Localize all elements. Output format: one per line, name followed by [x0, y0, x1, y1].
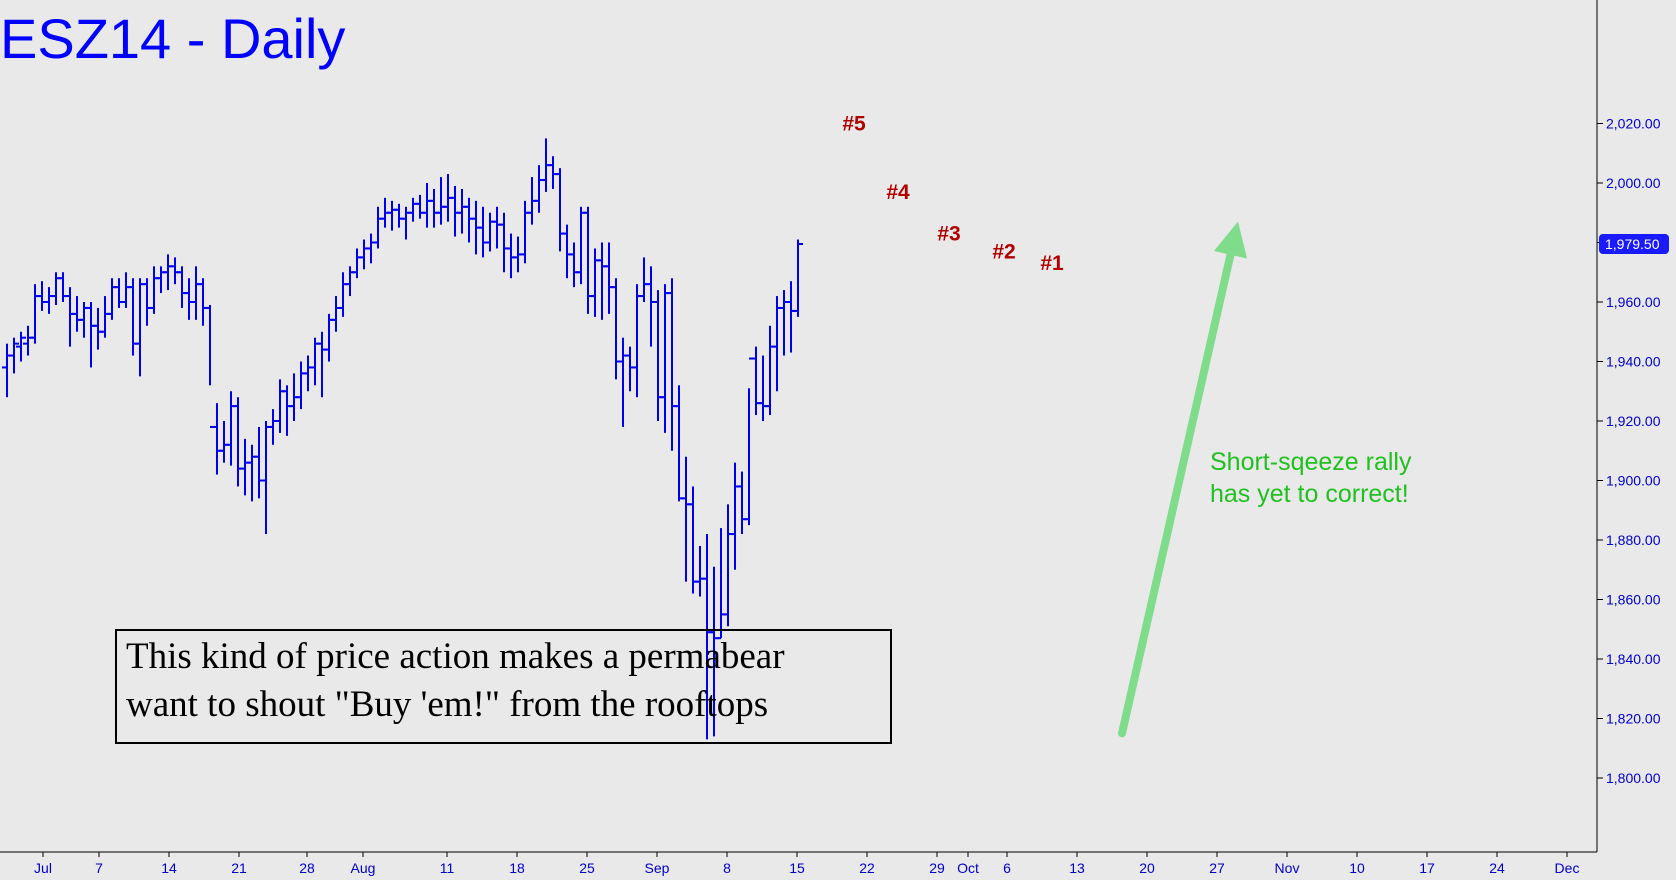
- swing-marker-label: #2: [992, 240, 1015, 263]
- x-tick-label: 13: [1069, 860, 1085, 876]
- swing-markers: #5 #4 #3 #2 #1: [842, 112, 1064, 275]
- x-tick-label: 7: [95, 860, 103, 876]
- y-tick-label: 1,820.00: [1606, 711, 1661, 727]
- x-tick-label: 17: [1419, 860, 1435, 876]
- chart-title: ESZ14 - Daily: [0, 7, 345, 70]
- rally-arrow-head: [1213, 221, 1248, 259]
- last-price-marker: 1,979.50: [1599, 233, 1669, 254]
- quote-box: This kind of price action makes a permab…: [115, 629, 892, 744]
- price-bars: [2, 138, 803, 740]
- x-tick-label: Oct: [957, 860, 979, 876]
- x-tick-label: 25: [579, 860, 595, 876]
- rally-arrow-shaft: [1118, 250, 1235, 738]
- ohlc-bar: [16, 331, 26, 362]
- swing-marker-label: #4: [886, 181, 910, 204]
- y-tick-label: 1,960.00: [1606, 294, 1661, 310]
- x-tick-label: Nov: [1275, 860, 1300, 876]
- x-tick-label: 27: [1209, 860, 1225, 876]
- last-price-flag: [1599, 233, 1669, 254]
- x-tick-label: 18: [509, 860, 525, 876]
- y-tick-label: 1,940.00: [1606, 354, 1661, 370]
- ohlc-bar: [9, 337, 19, 374]
- x-tick-label: 11: [440, 860, 455, 876]
- y-tick-label: 2,020.00: [1606, 116, 1661, 132]
- x-axis: Jul 7 14 21 28 Aug 11 18 25 Sep 8 15 22 29 Oct 6 13 20 27 N…: [0, 851, 1597, 876]
- x-tick-label: Aug: [351, 860, 376, 876]
- x-tick-label: 29: [929, 860, 945, 876]
- x-tick-label: 10: [1349, 860, 1365, 876]
- y-tick-label: 1,920.00: [1606, 413, 1661, 429]
- rally-note-line-1: Short-sqeeze rally: [1210, 448, 1412, 476]
- swing-marker-label: #3: [937, 222, 960, 245]
- x-tick-label: 6: [1003, 860, 1011, 876]
- x-tick-label: Sep: [645, 860, 670, 876]
- x-tick-label: 14: [161, 860, 177, 876]
- rally-arrow: [1118, 221, 1248, 738]
- x-tick-label: Jul: [34, 860, 52, 876]
- y-tick-label: 1,900.00: [1606, 473, 1661, 489]
- y-tick-label: 1,840.00: [1606, 651, 1661, 667]
- swing-marker-label: #5: [842, 112, 866, 135]
- x-tick-label: 15: [789, 860, 805, 876]
- y-axis: 1,800.00 1,820.00 1,840.00 1,860.00 1,880.00…: [1596, 0, 1661, 852]
- rally-note-line-2: has yet to correct!: [1210, 480, 1409, 508]
- x-tick-label: 21: [231, 860, 247, 876]
- quote-line-1: This kind of price action makes a permab…: [126, 636, 785, 677]
- y-tick-label: 1,860.00: [1606, 592, 1661, 608]
- x-tick-label: 22: [859, 860, 875, 876]
- y-tick-label: 1,880.00: [1606, 532, 1661, 548]
- x-tick-label: 28: [299, 860, 315, 876]
- y-tick-label: 1,800.00: [1606, 770, 1661, 786]
- x-tick-label: 8: [723, 860, 731, 876]
- swing-marker-label: #1: [1040, 252, 1064, 275]
- rally-note: Short-sqeeze rally has yet to correct!: [1210, 448, 1412, 508]
- quote-line-2: want to shout "Buy 'em!" from the roofto…: [126, 684, 768, 725]
- y-tick-label: 2,000.00: [1606, 175, 1661, 191]
- x-tick-label: Dec: [1555, 860, 1580, 876]
- last-price-label: 1,979.50: [1605, 236, 1660, 252]
- quote-box-border: [115, 629, 892, 744]
- x-tick-label: 24: [1489, 860, 1505, 876]
- x-tick-label: 20: [1139, 860, 1155, 876]
- ohlc-bar: [793, 239, 803, 317]
